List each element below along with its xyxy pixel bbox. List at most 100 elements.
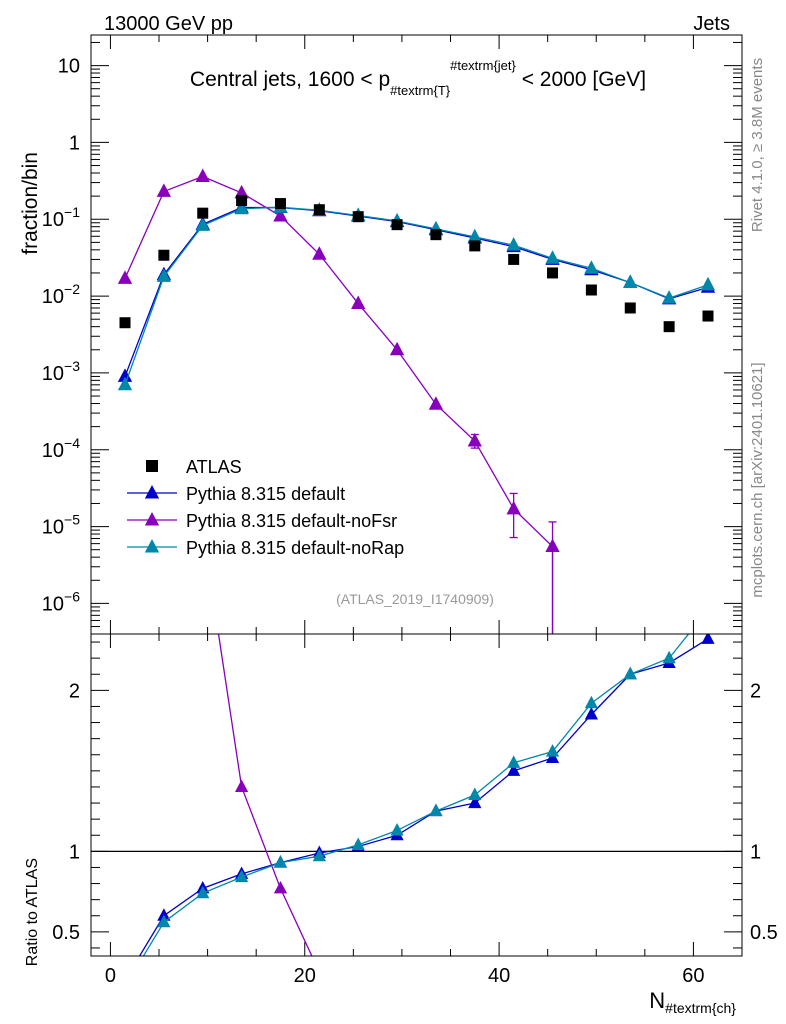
legend-label-atlas: ATLAS xyxy=(186,457,242,477)
data-point-atlas xyxy=(236,195,248,207)
y-tick-label-main: 10−6 xyxy=(42,588,80,615)
series-point-pythia-8-315-default-norap xyxy=(623,274,638,289)
ratio-point-pythia-8-315-default xyxy=(584,707,598,720)
data-point-atlas xyxy=(274,198,286,210)
series-point-pythia-8-315-default-nofsr xyxy=(467,432,482,447)
data-point-atlas xyxy=(430,229,442,241)
ratio-panel-marks xyxy=(118,393,715,991)
rivet-version-label: Rivet 4.1.0, ≥ 3.8M events xyxy=(749,58,766,232)
ratio-line-pythia-8-315-default-norap xyxy=(142,634,690,956)
legend-marker-pythia-8-315-default-nofsr xyxy=(144,511,160,526)
series-point-pythia-8-315-default-nofsr xyxy=(156,183,172,197)
y-tick-label-main: 10−1 xyxy=(42,204,80,231)
ratio-point-pythia-8-315-default-norap xyxy=(623,666,637,680)
data-point-atlas xyxy=(663,321,675,333)
data-point-atlas xyxy=(391,219,403,231)
legend-label-pythia-8-315-default: Pythia 8.315 default xyxy=(186,484,345,504)
legend-marker-atlas xyxy=(146,460,158,472)
data-point-atlas xyxy=(158,249,170,261)
ratio-point-pythia-8-315-default-nofsr xyxy=(235,779,249,792)
ratio-point-pythia-8-315-default xyxy=(507,763,521,776)
ratio-point-pythia-8-315-default-norap xyxy=(273,855,288,868)
x-tick-label: 60 xyxy=(682,965,704,987)
x-tick-label: 40 xyxy=(488,965,510,987)
y-tick-label-ratio-right: 0.5 xyxy=(750,922,778,944)
series-point-pythia-8-315-default-norap xyxy=(545,250,560,264)
series-line-pythia-8-315-default-norap xyxy=(124,206,709,386)
data-point-atlas xyxy=(313,204,325,216)
ratio-point-pythia-8-315-default-norap xyxy=(118,979,131,991)
y-tick-label-main: 10−2 xyxy=(42,281,80,308)
mcplots-label: mcplots.cern.ch [arXiv:2401.10621] xyxy=(749,362,766,597)
ratio-point-pythia-8-315-default-norap xyxy=(312,848,326,862)
legend-label-pythia-8-315-default-nofsr: Pythia 8.315 default-noFsr xyxy=(186,511,397,531)
legend-marker-pythia-8-315-default xyxy=(144,484,160,499)
series-line-pythia-8-315-default xyxy=(124,206,709,377)
series-point-pythia-8-315-default-norap xyxy=(156,268,172,282)
series-point-pythia-8-315-default-norap xyxy=(661,290,677,304)
chart-title: Central jets, 1600 < p#textrm{T}#textrm{… xyxy=(190,58,646,98)
ratio-point-pythia-8-315-default xyxy=(118,973,131,985)
series-point-pythia-8-315-default-nofsr xyxy=(506,500,521,515)
ratio-point-pythia-8-315-default-norap xyxy=(584,695,598,709)
data-point-atlas xyxy=(702,310,714,322)
x-tick-label: 0 xyxy=(105,965,116,987)
series-line-pythia-8-315-default-nofsr xyxy=(124,175,554,634)
series-point-pythia-8-315-default-norap xyxy=(234,200,249,215)
y-tick-label-ratio-right: 2 xyxy=(750,680,761,702)
y-tick-label-ratio: 1 xyxy=(69,841,80,863)
ratio-point-pythia-8-315-default xyxy=(545,750,560,764)
ratio-panel-frame xyxy=(90,633,743,957)
y-tick-label-ratio: 0.5 xyxy=(52,922,80,944)
ratio-point-pythia-8-315-default-norap xyxy=(157,914,171,928)
series-point-pythia-8-315-default-norap xyxy=(117,376,133,391)
y-tick-label-main: 10−5 xyxy=(42,512,80,539)
data-point-atlas xyxy=(508,253,520,265)
ratio-point-pythia-8-315-default-norap xyxy=(429,803,443,817)
analysis-id-label: (ATLAS_2019_I1740909) xyxy=(336,591,494,607)
ratio-point-pythia-8-315-default-norap xyxy=(507,755,521,768)
ratio-point-pythia-8-315-default-norap xyxy=(390,822,404,836)
data-point-atlas xyxy=(119,317,131,329)
y-tick-label-ratio-right: 1 xyxy=(750,841,761,863)
ratio-point-pythia-8-315-default xyxy=(157,908,171,921)
series-point-pythia-8-315-default-nofsr xyxy=(273,208,288,222)
ratio-point-pythia-8-315-default-nofsr xyxy=(118,393,131,405)
ratio-line-pythia-8-315-default xyxy=(138,638,709,956)
y-tick-label-main: 1 xyxy=(69,132,80,154)
ratio-point-pythia-8-315-default-norap xyxy=(701,602,714,614)
series-point-pythia-8-315-default-norap xyxy=(195,217,210,231)
y-tick-label-ratio: 2 xyxy=(69,680,80,702)
chart-marks: 0 20 40 60 10 1 10−1 10−2 10−3 10−4 10−5 10−6 0.5 0.5… xyxy=(42,35,778,991)
ratio-point-pythia-8-315-default-norap xyxy=(351,837,365,850)
series-point-pythia-8-315-default-nofsr xyxy=(428,396,444,410)
legend-marker-pythia-8-315-default-norap xyxy=(144,538,160,553)
category-label: Jets xyxy=(693,13,730,35)
series-point-pythia-8-315-default-nofsr xyxy=(389,341,405,356)
series-point-pythia-8-315-default-norap xyxy=(506,237,521,251)
ratio-point-pythia-8-315-default xyxy=(468,795,482,809)
y-tick-label-main: 10−3 xyxy=(42,358,80,385)
series-point-pythia-8-315-default-nofsr xyxy=(312,246,327,260)
data-point-atlas xyxy=(624,302,636,314)
series-point-pythia-8-315-default-nofsr xyxy=(195,168,210,182)
x-tick-label: 20 xyxy=(294,965,316,987)
series-point-pythia-8-315-default-nofsr xyxy=(117,270,133,284)
series-point-pythia-8-315-default-nofsr xyxy=(351,295,366,309)
x-axis-label: N#textrm{ch} xyxy=(649,988,736,1016)
ratio-point-pythia-8-315-default-nofsr xyxy=(273,880,288,894)
series-point-pythia-8-315-default-nofsr xyxy=(234,184,249,199)
ratio-point-pythia-8-315-default-norap xyxy=(235,869,249,883)
data-point-atlas xyxy=(469,240,481,252)
series-point-pythia-8-315-default-norap xyxy=(467,228,482,243)
legend-label-pythia-8-315-default-norap: Pythia 8.315 default-noRap xyxy=(186,538,404,558)
data-point-atlas xyxy=(585,284,597,296)
series-point-pythia-8-315-default-norap xyxy=(700,276,716,291)
y-axis-label-ratio: Ratio to ATLAS xyxy=(24,858,41,966)
legend: ATLAS Pythia 8.315 default Pythia 8.315 de… xyxy=(127,457,404,558)
series-point-pythia-8-315-default-norap xyxy=(584,260,599,274)
energy-label: 13000 GeV pp xyxy=(104,13,233,35)
ratio-point-pythia-8-315-default-norap xyxy=(468,787,482,801)
ratio-point-pythia-8-315-default-norap xyxy=(662,650,676,664)
